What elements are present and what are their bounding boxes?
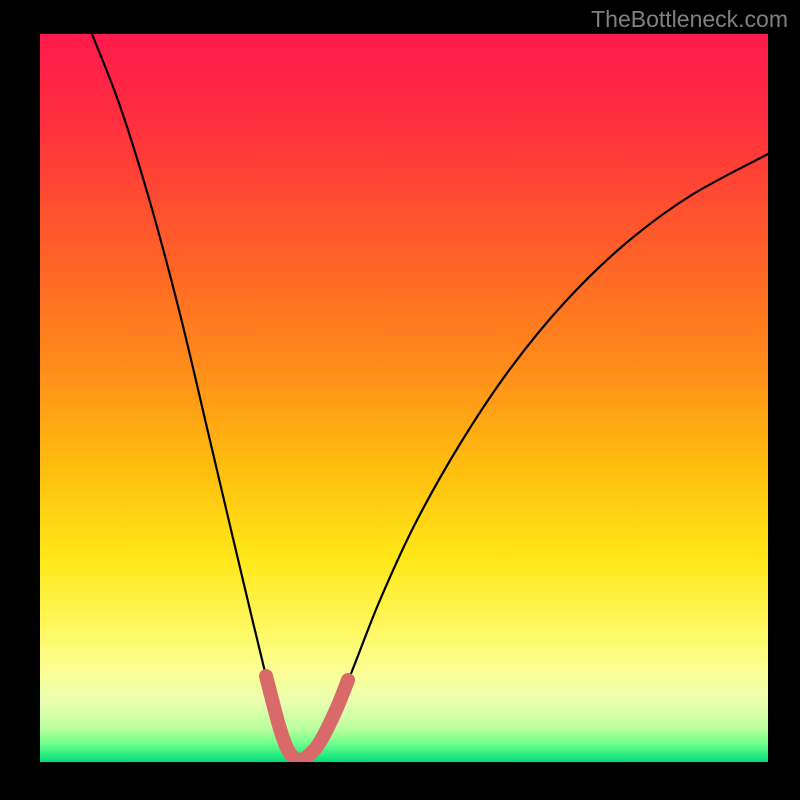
gradient-background: [40, 34, 768, 762]
plot-area: [40, 34, 768, 762]
watermark-text: TheBottleneck.com: [591, 6, 788, 33]
plot-svg: [40, 34, 768, 762]
